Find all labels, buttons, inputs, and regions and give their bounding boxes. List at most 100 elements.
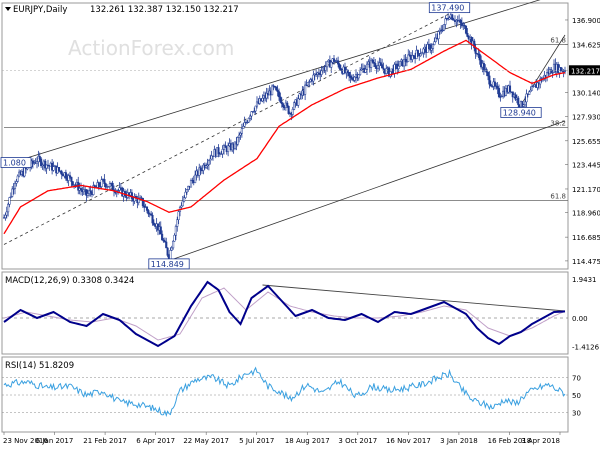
candle-body [246, 121, 249, 123]
candle-body [38, 156, 41, 160]
candle-body [40, 158, 43, 167]
candle-body [308, 81, 311, 83]
candle-body [209, 158, 212, 162]
candle-body [521, 101, 524, 107]
candle-body [117, 190, 120, 192]
candle-body [422, 48, 425, 54]
candle-body [273, 86, 276, 88]
candle-body [397, 65, 400, 69]
candle-body [514, 94, 517, 100]
candle-body [415, 50, 418, 59]
candle-body [398, 61, 402, 67]
price-tick-6: 123.445 [572, 162, 600, 170]
candle-body [466, 33, 469, 37]
candle-body [141, 197, 144, 207]
candle-body [528, 91, 531, 95]
candle-body [111, 182, 114, 190]
date-tick-7: 3 Oct 2017 [338, 437, 377, 445]
candle-body [249, 115, 252, 119]
candle-body [239, 133, 242, 136]
candle-body [207, 160, 210, 165]
candle-body [275, 86, 278, 91]
candle-body [4, 214, 7, 218]
candle-body [86, 193, 89, 196]
candle-body [482, 63, 485, 72]
candle-body [464, 25, 468, 34]
candle-body [563, 70, 567, 73]
candle-body [60, 171, 63, 175]
candle-body [271, 85, 274, 96]
candle-body [474, 47, 477, 54]
candle-body [238, 134, 241, 138]
candle-body [463, 24, 466, 27]
candle-body [376, 65, 380, 69]
candle-body [217, 147, 220, 154]
candle-body [279, 96, 282, 103]
candle-body [360, 68, 363, 71]
price-annotation-box-0 [428, 2, 471, 14]
candle-body [7, 204, 10, 213]
price-annotation-box-2 [500, 107, 542, 118]
watermark: ActionForex.com [68, 36, 234, 60]
date-tick-1: 6 Jan 2017 [36, 437, 74, 445]
candle-body [434, 37, 437, 42]
candle-body [79, 188, 83, 191]
price-tick-10: 114.475 [572, 258, 600, 266]
candle-body [426, 44, 429, 53]
candle-body [253, 110, 256, 112]
candle-body [334, 61, 337, 63]
candle-body [324, 66, 327, 71]
candle-body [522, 104, 525, 107]
candle-body [478, 54, 481, 61]
candle-body [338, 63, 341, 69]
candle-body [371, 59, 374, 63]
date-tick-10: 16 Feb 2018 [488, 437, 532, 445]
candle-body [326, 61, 329, 68]
candle-body [419, 53, 422, 57]
candle-body [431, 44, 435, 49]
candle-body [451, 14, 454, 20]
candle-body [416, 50, 419, 54]
candle-body [261, 98, 264, 102]
candle-body [297, 98, 300, 106]
price-tick-8: 118.960 [572, 210, 600, 218]
candle-body [57, 167, 61, 172]
candle-body [52, 166, 55, 171]
candle-body [287, 105, 290, 114]
candle-body [147, 210, 150, 215]
candle-body [199, 167, 202, 171]
candle-body [177, 211, 180, 220]
candle-body [536, 82, 539, 88]
candle-body [221, 149, 224, 155]
candle-body [150, 213, 153, 216]
candle-body [227, 145, 230, 152]
candle-body [500, 95, 503, 98]
candle-body [444, 18, 447, 25]
price-annotation-2: 128.940 [503, 108, 536, 117]
rsi-label: RSI(14) 51.8209 [5, 361, 74, 371]
candle-body [489, 83, 492, 87]
candle-body [320, 70, 323, 75]
candle-body [306, 81, 309, 86]
rsi-y-axis: 70 50 30 [572, 375, 581, 418]
candle-body [242, 126, 245, 129]
candle-body [282, 103, 285, 108]
candle-body [473, 40, 476, 49]
candle-body [206, 164, 209, 167]
candle-body [350, 77, 353, 80]
candle-body [5, 211, 8, 216]
candle-body [174, 226, 177, 236]
candle-body [152, 222, 155, 226]
candle-body [496, 86, 499, 89]
candle-body [70, 176, 73, 182]
macd-tick-2: -1.4126 [572, 343, 600, 351]
price-panel: 61.838.261.8 ActionForex.com 137.490114.… [0, 0, 600, 270]
price-tick-9: 116.685 [572, 234, 600, 242]
date-tick-6: 18 Aug 2017 [285, 437, 330, 445]
candle-body [189, 180, 193, 188]
candle-body [100, 179, 103, 187]
candle-body [108, 183, 111, 187]
triangle-down-icon [5, 7, 11, 11]
candle-body [265, 93, 268, 99]
